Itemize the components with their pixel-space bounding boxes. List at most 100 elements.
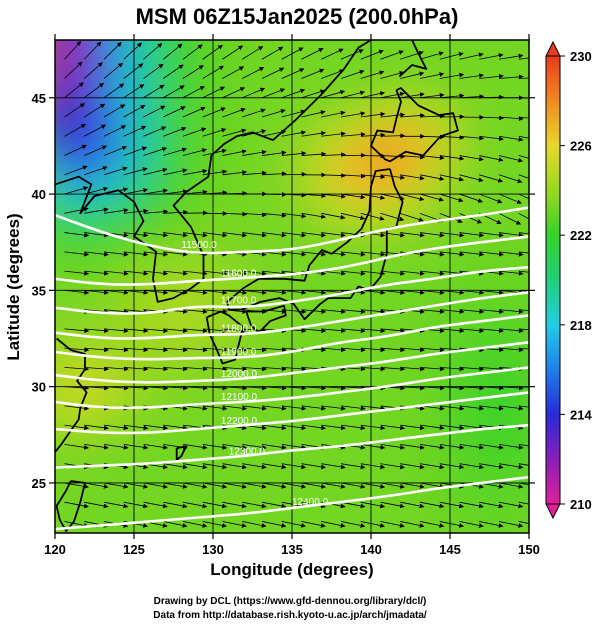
wind-arrow	[360, 174, 386, 180]
wind-arrow	[498, 328, 524, 334]
wind-arrow	[143, 424, 169, 431]
wind-arrow	[360, 405, 386, 411]
wind-arrow	[163, 147, 188, 156]
x-tick-label: 135	[281, 542, 303, 557]
wind-arrow	[123, 187, 149, 195]
wind-arrow	[479, 501, 504, 509]
wind-arrow	[360, 501, 386, 509]
wind-arrow	[182, 168, 208, 176]
wind-arrow	[360, 193, 386, 200]
wind-arrow	[143, 84, 165, 99]
wind-arrow	[123, 167, 148, 176]
wind-arrow	[301, 212, 326, 219]
wind-arrow	[321, 110, 346, 118]
wind-arrow	[419, 113, 445, 119]
wind-arrow	[419, 155, 445, 161]
wind-arrow	[321, 385, 346, 391]
wind-arrow	[163, 521, 188, 528]
wind-arrow	[400, 366, 425, 372]
wind-arrow	[439, 309, 465, 314]
wind-arrow	[360, 70, 385, 79]
wind-arrow	[498, 174, 523, 184]
y-tick-label: 25	[32, 476, 46, 491]
wind-arrow	[222, 190, 248, 196]
wind-arrow	[123, 482, 149, 489]
wind-arrow	[498, 270, 524, 276]
wind-arrow	[202, 270, 228, 276]
wind-arrow	[222, 366, 248, 372]
colorbar-tick-label: 230	[570, 49, 592, 64]
wind-arrow	[400, 463, 425, 470]
wind-arrow	[301, 289, 327, 295]
wind-arrow	[518, 232, 529, 235]
wind-arrow	[163, 366, 188, 372]
wind-arrow	[143, 232, 169, 238]
wind-arrow	[419, 463, 445, 470]
wind-arrow	[222, 347, 248, 353]
wind-arrow	[518, 482, 529, 486]
wind-arrow	[123, 125, 147, 137]
wind-arrow	[498, 444, 524, 450]
wind-arrow	[479, 521, 504, 528]
wind-arrow	[360, 444, 386, 450]
wind-arrow	[143, 385, 169, 391]
wind-arrow	[123, 385, 149, 391]
wind-arrow	[123, 328, 149, 334]
wind-arrow	[182, 189, 208, 195]
wind-arrow	[84, 251, 109, 257]
wind-arrow	[261, 192, 287, 197]
wind-arrow	[143, 501, 168, 509]
wind-arrow	[261, 171, 287, 177]
credit-data: Data from http://database.rish.kyoto-u.a…	[153, 610, 427, 621]
wind-arrow	[419, 251, 445, 257]
colorbar-gradient	[545, 55, 561, 505]
colorbar-tick-label: 222	[570, 228, 592, 243]
wind-arrow	[202, 169, 228, 176]
wind-arrow	[321, 131, 346, 137]
wind-arrow	[202, 482, 228, 489]
wind-arrow	[400, 92, 425, 99]
wind-arrow	[380, 193, 405, 201]
wind-arrow	[301, 151, 327, 157]
wind-arrow	[163, 289, 188, 295]
wind-arrow	[380, 112, 406, 118]
chart-title: MSM 06Z15Jan2025 (200.0hPa)	[136, 4, 459, 29]
wind-arrow	[182, 65, 204, 79]
wind-arrow	[281, 192, 307, 198]
wind-arrow	[261, 150, 287, 156]
x-tick-label: 120	[44, 542, 66, 557]
wind-arrow	[64, 366, 90, 372]
wind-arrow	[459, 193, 483, 203]
wind-arrow	[479, 328, 504, 334]
wind-arrow	[498, 385, 524, 391]
wind-arrow	[242, 328, 267, 334]
wind-arrow	[419, 72, 445, 79]
wind-arrow	[281, 109, 306, 118]
height-contours: 11500.0 11600.0 11700.0 11800.0 11900.0 12000…	[55, 206, 529, 531]
wind-arrow	[518, 309, 529, 312]
wind-arrow	[123, 42, 143, 60]
wind-arrow	[321, 212, 346, 220]
wind-arrow	[340, 521, 366, 528]
wind-arrow	[84, 424, 109, 431]
wind-arrow	[261, 366, 287, 372]
wind-arrow	[242, 309, 267, 314]
wind-arrow	[301, 89, 326, 99]
wind-arrow	[360, 132, 386, 138]
wind-arrow	[222, 328, 248, 334]
wind-arrow	[143, 43, 163, 60]
wind-arrow	[202, 347, 228, 353]
wind-arrow	[222, 463, 247, 470]
wind-arrow	[261, 88, 286, 99]
wind-arrow	[439, 366, 465, 372]
wind-arrow	[222, 482, 247, 489]
wind-arrow	[281, 482, 307, 489]
wind-arrow	[222, 66, 245, 79]
wind-arrow	[479, 366, 504, 372]
wind-arrow	[163, 270, 188, 276]
wind-arrow	[479, 174, 504, 183]
wind-arrow	[84, 385, 109, 391]
wind-arrow	[163, 209, 188, 215]
wind-arrow	[202, 128, 227, 137]
